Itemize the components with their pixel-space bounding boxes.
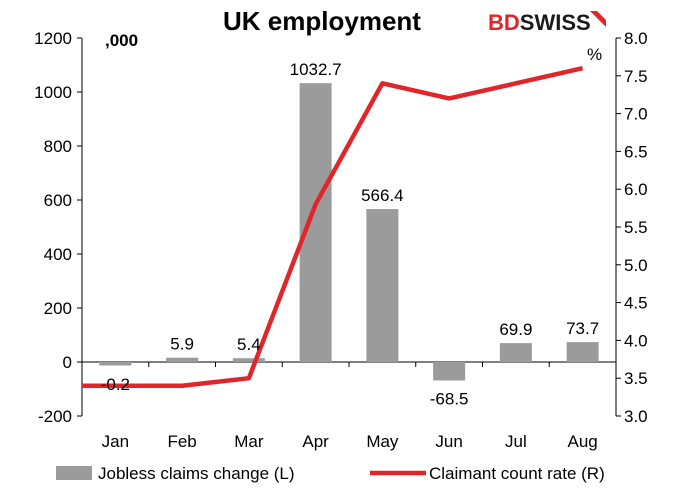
bar: [299, 83, 332, 363]
bar: [566, 342, 599, 362]
bar: [99, 362, 132, 366]
bar-data-label: 5.9: [170, 335, 194, 354]
logo-mark-cutout-icon: [597, 11, 606, 20]
category-label: Apr: [302, 432, 329, 451]
category-label: Aug: [568, 432, 598, 451]
right-axis-tick-label: 5.0: [624, 256, 648, 275]
category-label: Jun: [435, 432, 462, 451]
bar-data-label: 566.4: [361, 186, 404, 205]
category-label: Mar: [234, 432, 264, 451]
bar-data-label: 5.4: [237, 335, 261, 354]
data-labels: -0.2 5.9 5.4 1032.7 566.4 -68.5 69.9 73.7: [101, 60, 599, 408]
bar: [499, 343, 532, 362]
axes: -200 0 200 400 600 800 1000 1200 3.0 3.5 4.0 4.5 5.0…: [34, 29, 647, 451]
left-axis-tick-label: 1000: [34, 83, 72, 102]
logo: BDSWISS: [488, 10, 606, 35]
right-axis-tick-label: 4.0: [624, 331, 648, 350]
right-axis-tick-label: 4.5: [624, 294, 648, 313]
bar: [232, 358, 265, 362]
left-axis-tick-label: 400: [44, 245, 72, 264]
right-axis-tick-label: 7.0: [624, 105, 648, 124]
category-label: Feb: [167, 432, 196, 451]
logo-part-bd: BD: [488, 10, 520, 35]
left-axis-tick-label: 1200: [34, 29, 72, 48]
svg-text:BDSWISS: BDSWISS: [488, 10, 591, 35]
left-axis-unit: ,000: [105, 31, 138, 50]
right-axis-unit: %: [587, 45, 602, 64]
legend-label-line: Claimant count rate (R): [429, 464, 605, 483]
logo-part-swiss: SWISS: [520, 10, 591, 35]
right-axis-tick-label: 8.0: [624, 29, 648, 48]
left-axis-tick-label: 0: [63, 353, 72, 372]
right-axis-tick-label: 6.5: [624, 142, 648, 161]
bar-data-label: 1032.7: [290, 60, 342, 79]
legend-swatch-bar: [56, 466, 92, 480]
right-axis-tick-label: 6.0: [624, 180, 648, 199]
bars-series: [99, 83, 599, 381]
line-series: [82, 66, 584, 389]
right-axis-tick-label: 3.0: [624, 407, 648, 426]
bar-data-label: 73.7: [566, 319, 599, 338]
bar-data-label: -68.5: [430, 389, 469, 408]
bar: [166, 357, 199, 362]
claimant-count-rate-line: [82, 66, 584, 389]
right-axis-tick-label: 7.5: [624, 67, 648, 86]
left-axis-tick-label: -200: [38, 407, 72, 426]
category-label: Jan: [102, 432, 129, 451]
bar: [366, 209, 399, 362]
right-axis-tick-label: 5.5: [624, 218, 648, 237]
left-axis-tick-label: 200: [44, 299, 72, 318]
right-axis-tick-label: 3.5: [624, 369, 648, 388]
category-label: Jul: [505, 432, 527, 451]
legend-label-bar: Jobless claims change (L): [98, 464, 295, 483]
legend: Jobless claims change (L) Claimant count …: [56, 464, 605, 483]
bar-data-label: 69.9: [499, 320, 532, 339]
chart-title: UK employment: [223, 6, 421, 36]
left-axis-tick-label: 800: [44, 137, 72, 156]
category-label: May: [366, 432, 399, 451]
left-axis-tick-label: 600: [44, 191, 72, 210]
bar-data-label: -0.2: [101, 375, 130, 394]
bar: [433, 362, 466, 381]
